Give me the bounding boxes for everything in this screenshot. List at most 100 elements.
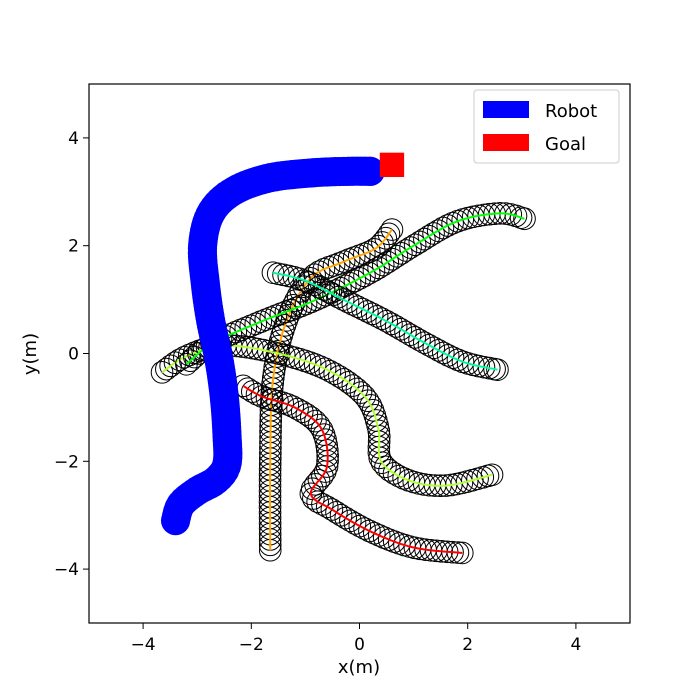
human-position-circle: [290, 400, 314, 424]
human-position-circle: [264, 304, 288, 328]
human-position-circle: [362, 521, 386, 545]
human-position-circle: [322, 254, 346, 277]
human-position-circle: [342, 246, 366, 269]
human-position-circle: [377, 528, 401, 551]
human-position-circle: [299, 290, 323, 314]
human-position-circle: [436, 214, 460, 237]
human-position-circle: [327, 252, 351, 275]
human-position-circle: [359, 394, 383, 417]
x-tick-label: 2: [462, 635, 473, 655]
human-position-circle: [446, 348, 470, 372]
human-position-circle: [273, 314, 297, 337]
legend: Robot Goal: [473, 89, 620, 164]
human-position-circle: [293, 269, 316, 292]
human-position-circle: [376, 250, 400, 274]
x-tick-label: −4: [131, 635, 156, 655]
human-position-circle: [480, 463, 504, 487]
y-tick-label: 2: [68, 237, 79, 257]
human-position-circle: [274, 300, 298, 324]
human-position-circle: [332, 250, 356, 273]
human-position-circle: [249, 310, 273, 334]
human-position-circle: [313, 460, 337, 483]
human-position-circle: [244, 312, 268, 336]
y-tick-label: −2: [54, 452, 79, 472]
human-position-circle: [303, 273, 326, 296]
x-tick-label: 4: [570, 635, 581, 655]
human-position-circle: [150, 361, 174, 384]
human-position-circle: [289, 294, 313, 318]
human-position-circle: [331, 288, 355, 311]
y-tick-label: −4: [54, 560, 79, 580]
x-tick-label: 0: [354, 635, 365, 655]
human-position-circle: [259, 306, 283, 329]
y-tick-label: 4: [68, 129, 79, 149]
x-tick-label: −2: [239, 635, 264, 655]
human-trajectory-2: [231, 374, 474, 565]
human-position-circle: [239, 314, 263, 338]
human-position-circle: [303, 353, 327, 376]
human-position-circle: [441, 211, 464, 235]
human-position-circle: [431, 216, 455, 240]
human-position-circle: [356, 300, 379, 323]
human-position-circle: [337, 248, 361, 271]
human-position-circle: [372, 526, 396, 549]
human-position-circle: [279, 298, 303, 322]
human-trajectories: [150, 202, 536, 565]
human-position-circle: [308, 355, 332, 378]
human-position-circle: [353, 517, 376, 540]
robot-trajectory: [160, 156, 385, 536]
human-position-circle: [269, 302, 293, 326]
legend-swatch-robot: [483, 101, 529, 118]
human-position-circle: [381, 247, 404, 271]
human-position-circle: [392, 466, 415, 490]
human-position-circle: [311, 464, 334, 488]
human-trajectory-5: [261, 261, 509, 381]
human-position-circle: [332, 367, 356, 391]
legend-label-goal: Goal: [545, 134, 586, 155]
human-position-circle: [513, 207, 536, 231]
human-position-circle: [436, 344, 460, 367]
legend-label-robot: Robot: [545, 101, 597, 122]
human-position-circle: [387, 464, 411, 488]
human-position-circle: [159, 354, 182, 378]
human-position-circle: [336, 290, 360, 314]
human-position-circle: [353, 385, 377, 408]
human-position-circle: [360, 302, 384, 326]
human-path-line: [272, 271, 498, 371]
human-position-circle: [377, 222, 401, 246]
human-position-circle: [374, 226, 398, 250]
human-position-circle: [328, 365, 351, 388]
human-position-circle: [245, 382, 269, 406]
human-position-circle: [275, 308, 299, 332]
human-position-circle: [441, 346, 465, 369]
human-position-circle: [298, 271, 321, 294]
human-position-circle: [276, 393, 300, 416]
human-position-circle: [432, 341, 455, 365]
axes: −4 −2 0 2 4 −4 −2 0 2 4: [54, 83, 631, 655]
human-position-circle: [349, 381, 373, 404]
x-axis-label: x(m): [338, 657, 380, 678]
human-position-circle: [486, 358, 509, 381]
human-position-circle: [351, 297, 374, 321]
legend-swatch-goal: [483, 134, 529, 151]
human-position-circle: [367, 524, 391, 547]
human-position-circle: [509, 206, 533, 229]
human-position-circle: [304, 409, 327, 433]
human-position-circle: [361, 398, 385, 422]
human-position-circle: [374, 455, 397, 479]
y-axis-label: y(m): [20, 333, 41, 375]
robot-position-circle: [355, 156, 385, 186]
human-position-circle: [358, 519, 381, 543]
human-position-circle: [234, 316, 258, 340]
goal-marker-group: [379, 152, 405, 178]
human-position-circle: [346, 295, 370, 319]
y-tick-label: 0: [68, 345, 79, 365]
goal-marker: [379, 152, 405, 178]
human-position-circle: [341, 293, 365, 316]
human-position-circle: [348, 514, 372, 538]
human-position-circle: [327, 285, 350, 309]
human-position-circle: [298, 351, 322, 374]
human-position-circle: [229, 318, 253, 342]
human-position-circle: [284, 296, 308, 320]
